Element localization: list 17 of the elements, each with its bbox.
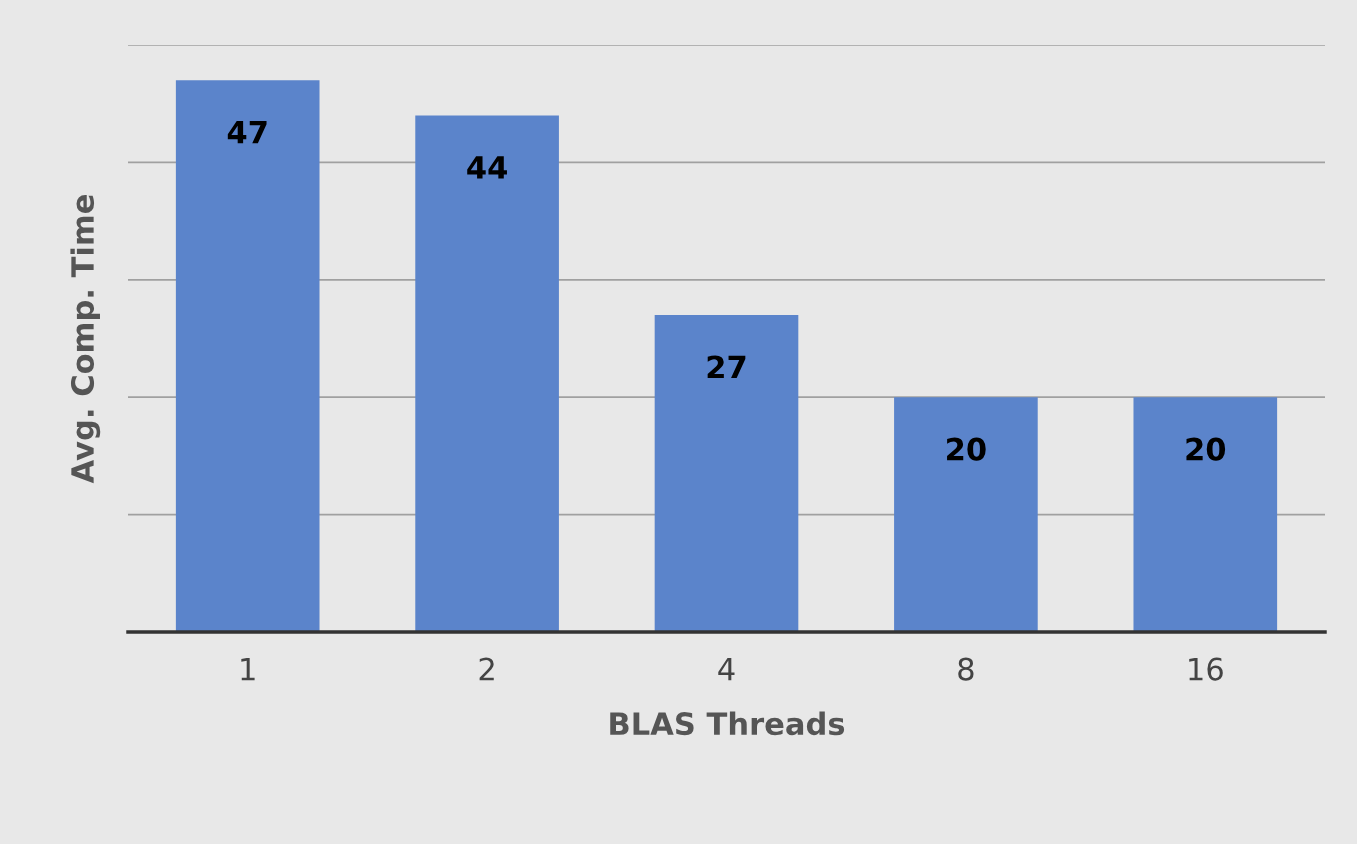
- bar: [1133, 397, 1278, 632]
- x-axis-title: BLAS Threads: [610, 711, 845, 736]
- bar: [654, 315, 799, 632]
- data-label: 44: [467, 156, 507, 179]
- data-label: 27: [707, 355, 746, 379]
- x-tick-label: 1: [241, 657, 255, 681]
- bar: [175, 80, 320, 632]
- y-axis-title: Avg. Comp. Time: [70, 195, 101, 484]
- x-tick-label: 16: [1189, 657, 1223, 681]
- bar: [415, 115, 559, 632]
- data-label: 20: [947, 437, 986, 461]
- data-label: 47: [227, 121, 267, 144]
- data-label: 20: [1186, 437, 1226, 461]
- x-tick-label: 4: [718, 657, 735, 681]
- x-tick-label: 2: [479, 657, 494, 681]
- x-tick-label: 8: [958, 657, 974, 681]
- bar: [894, 397, 1038, 632]
